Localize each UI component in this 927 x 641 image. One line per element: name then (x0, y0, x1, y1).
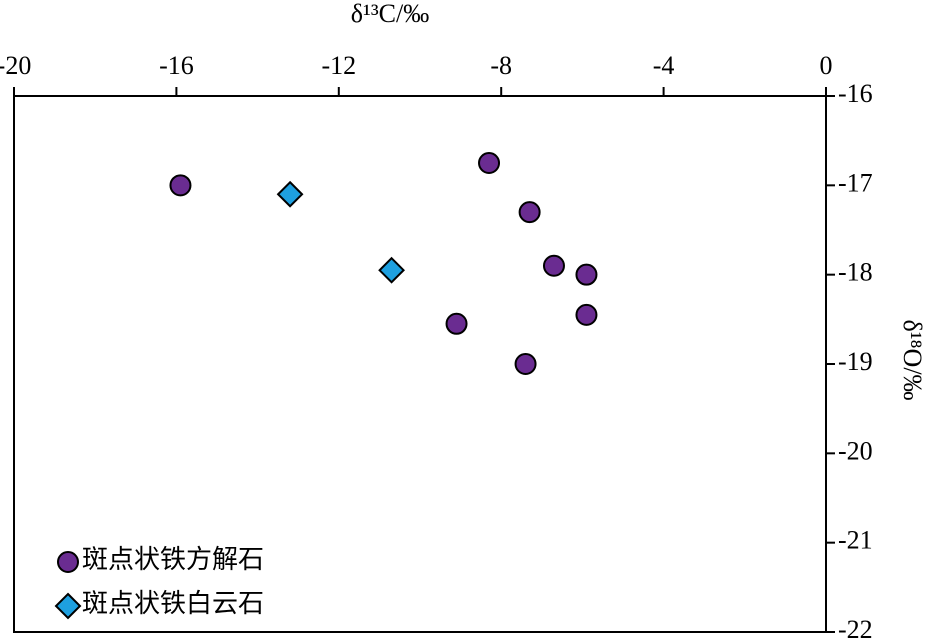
x-tick-label: -20 (0, 51, 31, 80)
point (575, 303, 598, 326)
legend-label: 斑点状铁方解石 (82, 545, 264, 574)
y-tick-label: -21 (838, 526, 873, 555)
y-tick-label: -18 (838, 258, 873, 287)
point (514, 353, 537, 375)
point (276, 180, 304, 208)
point (478, 152, 501, 174)
point (169, 174, 192, 197)
point (445, 312, 468, 335)
x-tick-label: 0 (820, 51, 833, 80)
y-tick-label: -19 (838, 347, 873, 376)
x-tick-label: -8 (490, 51, 512, 80)
x-tick-label: -16 (159, 51, 194, 80)
legend-label: 斑点状铁白云石 (82, 589, 264, 618)
point (518, 201, 541, 224)
point (575, 263, 598, 286)
x-axis-title: δ¹³C/‰ (351, 0, 429, 28)
legend-marker (57, 551, 79, 573)
x-tick-label: -12 (321, 51, 356, 80)
y-tick-label: -16 (838, 79, 873, 108)
x-tick-label: -4 (653, 51, 675, 80)
point (542, 254, 565, 277)
y-axis-title: δ¹⁸O/‰ (898, 319, 927, 400)
legend-marker (54, 592, 82, 620)
y-tick-label: -22 (838, 615, 873, 641)
point (378, 256, 405, 284)
y-tick-label: -17 (838, 168, 873, 197)
y-tick-label: -20 (838, 436, 873, 465)
